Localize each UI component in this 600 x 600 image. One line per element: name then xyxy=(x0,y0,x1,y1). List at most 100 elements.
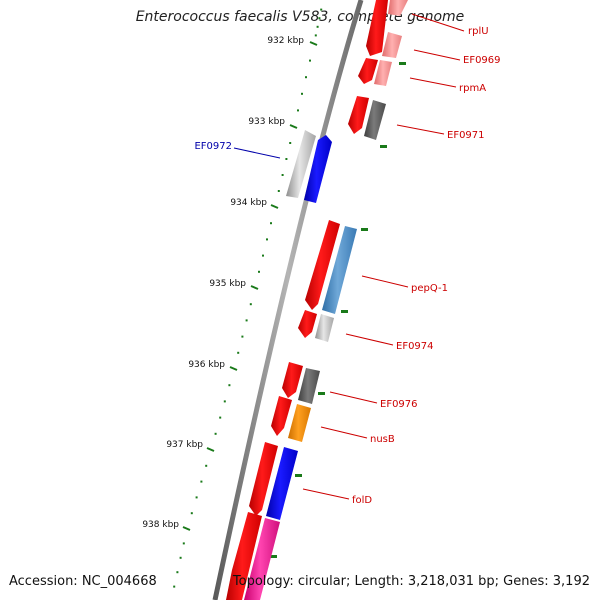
scale-dot xyxy=(182,542,185,545)
leader-line xyxy=(320,426,368,439)
scale-dot xyxy=(195,496,198,499)
scale-ticks xyxy=(182,41,318,531)
strand-dot xyxy=(380,145,387,148)
gene-label[interactable]: rplU xyxy=(468,26,489,37)
tick-mark xyxy=(229,366,238,371)
gene-arrow xyxy=(304,135,332,203)
scale-dot xyxy=(219,416,222,419)
scale-dot xyxy=(316,25,319,28)
scale-dot xyxy=(223,400,226,403)
strand-dot xyxy=(341,310,348,313)
strand-dot xyxy=(318,392,325,395)
scale-dot xyxy=(176,571,179,574)
leader-line xyxy=(361,275,409,288)
gene-label[interactable]: folD xyxy=(352,495,372,506)
gene-label[interactable]: EF0976 xyxy=(380,399,418,410)
inner-strand xyxy=(286,130,332,203)
gene-label[interactable]: EF0974 xyxy=(396,341,434,352)
tick-mark xyxy=(206,447,215,452)
leader-line xyxy=(233,147,281,159)
gene-arrow xyxy=(298,368,320,404)
gene-arrow xyxy=(249,442,278,516)
strand-dot xyxy=(361,228,368,231)
tick-mark xyxy=(182,526,191,531)
gene-arrow xyxy=(322,226,357,314)
gene-arrow xyxy=(388,0,408,16)
leader-line xyxy=(413,49,461,61)
gene-arrow xyxy=(315,314,334,342)
leader-line xyxy=(396,124,445,135)
scale-labels: 932 kbp 933 kbp 934 kbp 935 kbp 936 kbp … xyxy=(142,36,304,530)
scale-dot xyxy=(289,142,292,144)
leader-line xyxy=(302,488,350,500)
scale-dots xyxy=(173,8,323,588)
gene-arrow xyxy=(305,220,340,310)
scale-dot xyxy=(214,432,217,435)
tick-label: 938 kbp xyxy=(142,520,179,530)
gene-arrow xyxy=(382,32,402,58)
gene-arrow xyxy=(348,96,369,134)
gene-labels: rplU EF0969 rpmA EF0971 EF0972 pepQ-1 EF… xyxy=(194,26,500,506)
tick-label: 934 kbp xyxy=(230,198,267,208)
tick-mark xyxy=(309,41,318,46)
scale-dot xyxy=(270,222,272,225)
scale-dot xyxy=(237,351,240,354)
leader-line xyxy=(411,13,465,32)
strand-dot xyxy=(270,555,277,558)
tick-mark xyxy=(250,285,259,290)
scale-dot xyxy=(258,270,260,273)
label-leaders xyxy=(233,13,465,500)
scale-dot xyxy=(266,238,268,241)
gene-arrow xyxy=(244,518,280,600)
scale-dot xyxy=(314,34,317,37)
gene-label[interactable]: pepQ-1 xyxy=(411,283,448,294)
gene-arrow xyxy=(271,396,292,436)
scale-dot xyxy=(245,319,248,322)
gene-label[interactable]: rpmA xyxy=(459,83,486,94)
leader-line xyxy=(409,77,457,88)
tick-label: 935 kbp xyxy=(209,279,246,289)
leader-line xyxy=(345,333,394,346)
scale-dot xyxy=(297,109,299,112)
scale-dot xyxy=(318,17,321,20)
scale-dot xyxy=(305,76,307,79)
gene-label[interactable]: nusB xyxy=(370,434,395,445)
scale-dot xyxy=(262,254,264,257)
scale-dot xyxy=(205,464,208,467)
gene-arrow xyxy=(358,58,378,84)
scale-dot xyxy=(179,556,182,559)
gene-label[interactable]: EF0972 xyxy=(194,141,232,152)
gene-arrow xyxy=(282,362,303,398)
topology-text: Topology: circular; Length: 3,218,031 bp… xyxy=(232,574,590,589)
gene-label[interactable]: EF0971 xyxy=(447,130,485,141)
gene-arrow xyxy=(286,130,316,198)
scale-dot xyxy=(309,59,311,62)
scale-dot xyxy=(200,480,203,483)
gene-arrow xyxy=(226,512,262,600)
tick-label: 933 kbp xyxy=(248,117,285,127)
strand-dot xyxy=(399,62,406,65)
accession-text: Accession: NC_004668 xyxy=(9,574,157,589)
strand-dots xyxy=(270,62,406,558)
scale-dot xyxy=(190,512,193,515)
gene-arrow xyxy=(364,100,386,140)
scale-dot xyxy=(320,8,323,11)
gene-arrow xyxy=(366,0,388,56)
tick-mark xyxy=(270,204,279,209)
tick-label: 937 kbp xyxy=(166,440,203,450)
tick-label: 932 kbp xyxy=(267,36,304,46)
scale-dot xyxy=(173,585,176,588)
scale-dot xyxy=(249,303,252,306)
scale-dot xyxy=(228,384,231,387)
gene-label[interactable]: EF0969 xyxy=(463,55,501,66)
tick-mark xyxy=(289,124,298,129)
gene-arrow xyxy=(288,404,311,442)
scale-dot xyxy=(281,174,284,176)
gene-arrow xyxy=(374,60,392,86)
scale-dot xyxy=(241,335,244,338)
genome-backbone xyxy=(212,0,364,600)
scale-dot xyxy=(277,190,280,192)
leader-line xyxy=(329,391,378,404)
